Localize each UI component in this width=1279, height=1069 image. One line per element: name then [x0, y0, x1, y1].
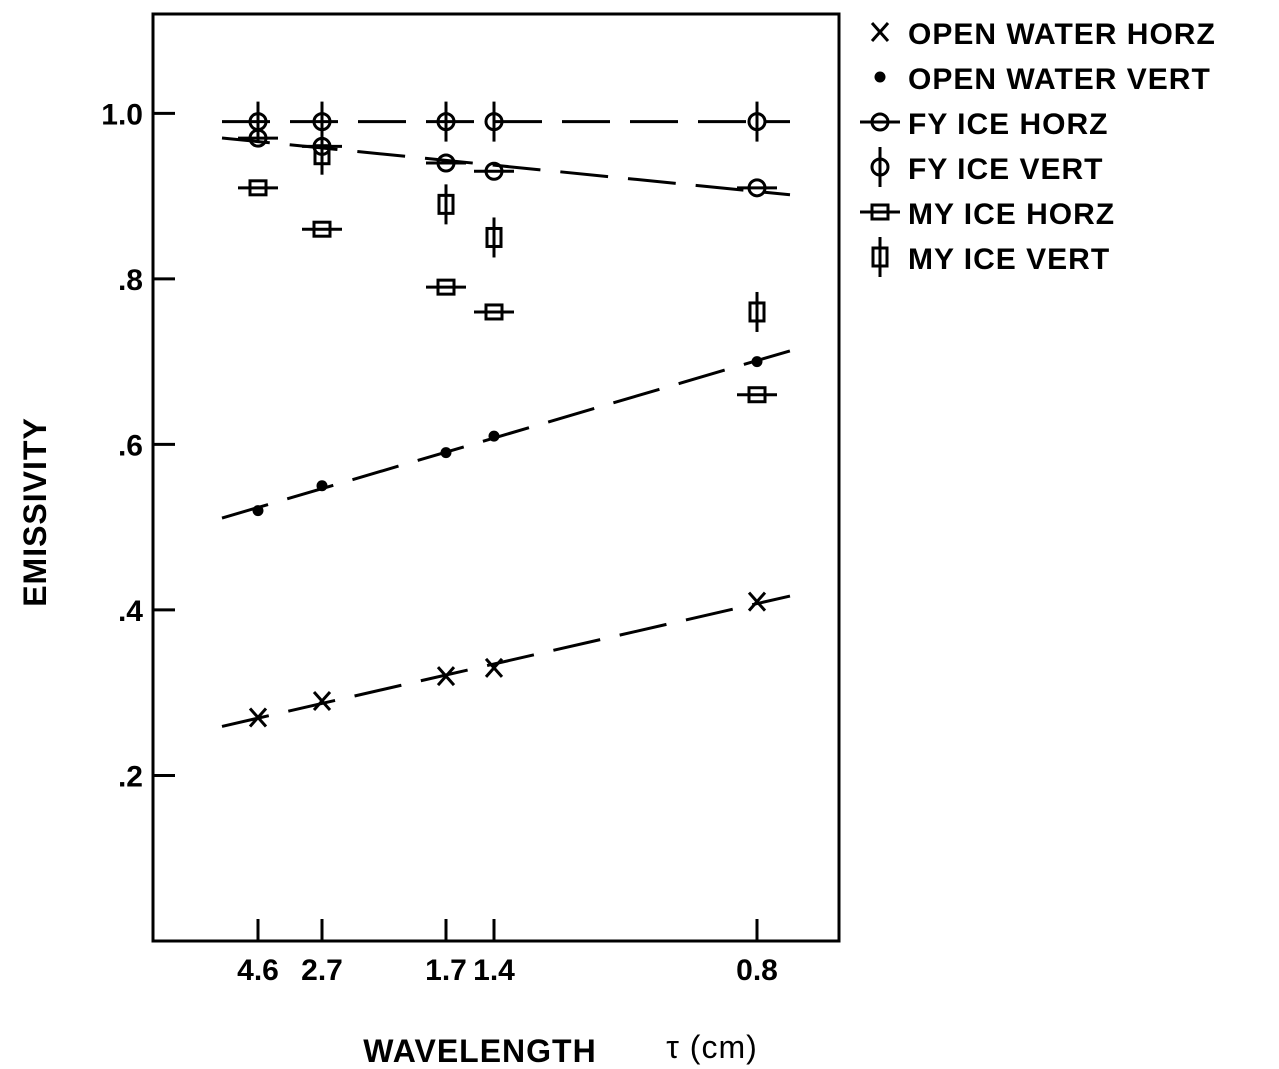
legend-label-open-water-vert: OPEN WATER VERT: [908, 63, 1211, 96]
legend-item-fy-ice-horz: FY ICE HORZ: [860, 108, 1108, 141]
y-tick-label: .6: [118, 429, 143, 462]
point-my-ice-vert: [437, 184, 455, 225]
plot-frame: [151, 12, 841, 943]
point-fy-ice-horz: [737, 178, 777, 198]
point-my-ice-horz: [474, 303, 514, 321]
trend-line-open-water-vert: [221, 349, 791, 520]
point-open-water-vert: [316, 480, 328, 492]
point-open-water-horz: [248, 707, 268, 728]
trend-line-open-water-horz: [221, 594, 791, 728]
y-tick-label: .8: [118, 264, 143, 297]
point-my-ice-vert: [485, 217, 503, 258]
point-fy-ice-horz: [426, 153, 466, 173]
point-fy-ice-vert: [484, 101, 504, 142]
point-fy-ice-vert: [436, 101, 456, 142]
point-fy-ice-horz: [474, 161, 514, 181]
y-axis-label: EMISSIVITY: [17, 417, 53, 607]
x-tick-label: 1.4: [473, 954, 515, 987]
legend-label-open-water-horz: OPEN WATER HORZ: [908, 18, 1216, 51]
point-my-ice-horz: [238, 179, 278, 197]
point-open-water-horz: [312, 690, 332, 711]
legend-label-my-ice-horz: MY ICE HORZ: [908, 198, 1115, 231]
point-my-ice-vert: [748, 291, 766, 332]
legend-label-my-ice-vert: MY ICE VERT: [908, 243, 1110, 276]
legend-item-open-water-horz: OPEN WATER HORZ: [870, 18, 1216, 51]
tick-marks: [153, 111, 759, 941]
legend-marker-my-ice-horz: [860, 203, 900, 221]
point-open-water-vert: [252, 505, 264, 517]
x-tick-label: 0.8: [736, 954, 778, 987]
x-axis-label: WAVELENGTH: [363, 1033, 596, 1069]
legend-item-fy-ice-vert: FY ICE VERT: [870, 147, 1103, 187]
x-tick-label: 1.7: [425, 954, 467, 987]
point-open-water-vert: [751, 356, 763, 368]
legend-marker-open-water-vert: [874, 71, 886, 83]
y-tick-label: .2: [118, 760, 143, 793]
legend-marker-open-water-horz: [870, 22, 890, 42]
x-axis-unit: τ (cm): [666, 1029, 758, 1065]
y-tick-label: .4: [118, 595, 143, 628]
legend-label-fy-ice-vert: FY ICE VERT: [908, 153, 1103, 186]
point-my-ice-vert: [313, 134, 331, 175]
x-tick-label: 4.6: [237, 954, 279, 987]
point-open-water-vert: [488, 430, 500, 442]
legend-marker-fy-ice-horz: [860, 112, 900, 132]
tick-labels: .2 .4 .6 .8 1.0 4.6 2.7 1.7 1.4 0.8: [101, 98, 778, 987]
legend-marker-my-ice-vert: [871, 237, 889, 277]
point-my-ice-horz: [302, 220, 342, 238]
point-open-water-horz: [747, 591, 767, 612]
point-open-water-vert: [440, 447, 452, 459]
point-open-water-horz: [484, 657, 504, 678]
trend-lines: [221, 120, 791, 728]
legend: OPEN WATER HORZ OPEN WATER VERT FY ICE HOR…: [860, 18, 1216, 277]
data-marks: [238, 101, 777, 728]
legend-item-open-water-vert: OPEN WATER VERT: [874, 63, 1211, 96]
legend-marker-fy-ice-vert: [870, 147, 890, 187]
legend-item-my-ice-vert: MY ICE VERT: [871, 237, 1110, 277]
legend-item-my-ice-horz: MY ICE HORZ: [860, 198, 1115, 231]
y-tick-label: 1.0: [101, 98, 143, 131]
point-fy-ice-vert: [747, 101, 767, 142]
x-tick-label: 2.7: [301, 954, 343, 987]
legend-label-fy-ice-horz: FY ICE HORZ: [908, 108, 1108, 141]
point-my-ice-horz: [737, 386, 777, 404]
point-my-ice-horz: [426, 278, 466, 296]
point-fy-ice-vert: [248, 101, 268, 142]
point-open-water-horz: [436, 666, 456, 687]
